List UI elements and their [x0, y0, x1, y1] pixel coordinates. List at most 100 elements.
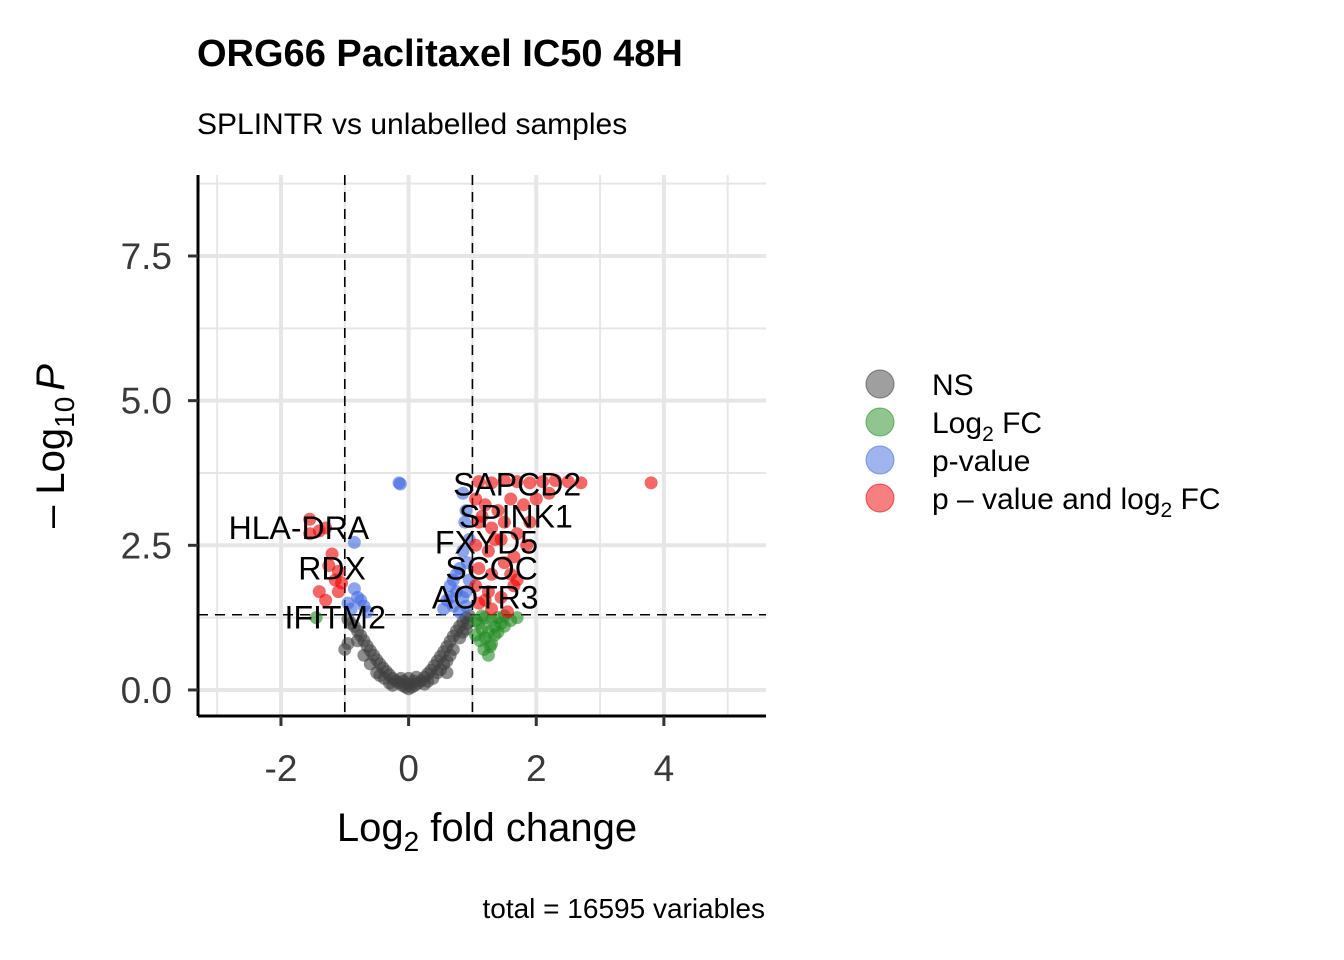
data-point [341, 596, 355, 610]
legend-key-p [865, 445, 895, 475]
data-point [393, 477, 407, 491]
gene-label: HLA-DRA [229, 510, 370, 546]
axes: -2 0 2 4 0.0 2.5 5.0 7.5 [121, 175, 766, 789]
caption: total = 16595 variables [482, 893, 765, 924]
gene-label: RDX [298, 550, 366, 586]
data-point [510, 475, 524, 489]
data-point [456, 486, 470, 500]
data-point [561, 475, 575, 489]
legend-label-ns: NS [932, 369, 974, 402]
data-point [347, 535, 361, 549]
data-point [507, 579, 521, 593]
y-tick-label: 0.0 [121, 670, 172, 711]
x-tick-label: 0 [398, 748, 419, 789]
gene-label: IFITM2 [285, 600, 386, 636]
x-axis-title: Log2 fold change [337, 806, 637, 857]
data-point [469, 538, 483, 552]
data-point [357, 648, 371, 662]
gene-label: SPINK1 [459, 498, 573, 534]
data-point [475, 509, 489, 523]
gene-label: AOTR3 [432, 579, 539, 615]
data-point [497, 515, 511, 529]
legend-label-both: p – value and log2 FC [932, 483, 1221, 522]
data-point [536, 475, 550, 489]
legend-label-p: p-value [932, 445, 1030, 478]
legend-key-ns [865, 369, 895, 399]
data-point [497, 474, 511, 488]
data-point [491, 504, 505, 518]
data-point [510, 527, 524, 541]
data-point [426, 671, 440, 685]
data-point [469, 492, 483, 506]
data-point [459, 504, 473, 518]
data-point [529, 492, 543, 506]
data-point [312, 585, 326, 599]
data-point [494, 590, 508, 604]
data-point [497, 619, 511, 633]
data-point [309, 611, 323, 625]
data-point [459, 585, 473, 599]
gene-label: SAPCD2 [453, 467, 581, 503]
data-point [360, 605, 374, 619]
grid [198, 175, 766, 716]
data-point [510, 611, 524, 625]
data-point [507, 550, 521, 564]
data-point [449, 567, 463, 581]
data-point [501, 605, 515, 619]
data-point [520, 538, 534, 552]
data-point [303, 512, 317, 526]
data-point [542, 486, 556, 500]
y-tick-label: 7.5 [121, 236, 172, 277]
data-point [443, 590, 457, 604]
data-point [504, 492, 518, 506]
data-point [303, 527, 317, 541]
data-point [469, 579, 483, 593]
data-point [481, 544, 495, 558]
data-points [303, 474, 658, 696]
data-point [497, 556, 511, 570]
data-point [574, 476, 588, 490]
chart-subtitle: SPLINTR vs unlabelled samples [197, 108, 627, 141]
data-point [548, 474, 562, 488]
data-point [443, 648, 457, 662]
data-point [485, 521, 499, 535]
legend-label-fc: Log2 FC [932, 407, 1042, 446]
gene-label: FXYD5 [435, 524, 538, 560]
data-point [331, 585, 345, 599]
data-point [488, 533, 502, 547]
data-point [322, 559, 336, 573]
y-tick-label: 5.0 [121, 381, 172, 422]
data-point [370, 666, 384, 680]
y-tick-label: 2.5 [121, 525, 172, 566]
data-point [475, 609, 489, 623]
data-point [523, 515, 537, 529]
data-point [472, 561, 486, 575]
data-point [437, 602, 451, 616]
data-point [325, 547, 339, 561]
data-point [478, 593, 492, 607]
y-axis-title: – Log10P [29, 364, 80, 528]
x-tick-label: -2 [265, 748, 298, 789]
chart-title: ORG66 Paclitaxel IC50 48H [197, 33, 683, 75]
data-point [341, 637, 355, 651]
data-point [485, 567, 499, 581]
data-point [341, 612, 355, 626]
data-point [478, 498, 492, 512]
legend-key-both [865, 483, 895, 513]
gene-label: SCOC [445, 550, 537, 586]
data-point [523, 476, 537, 490]
data-point [504, 567, 518, 581]
data-point [644, 476, 658, 490]
data-point [485, 476, 499, 490]
data-point [319, 521, 333, 535]
x-tick-label: 2 [526, 748, 547, 789]
data-point [472, 475, 486, 489]
data-point [440, 666, 454, 680]
data-point [488, 628, 502, 642]
data-point [456, 544, 470, 558]
data-point [453, 605, 467, 619]
data-point [516, 498, 530, 512]
data-point [483, 640, 497, 654]
legend: NS Log2 FCp-value p – value and log2 FC [865, 369, 1221, 522]
